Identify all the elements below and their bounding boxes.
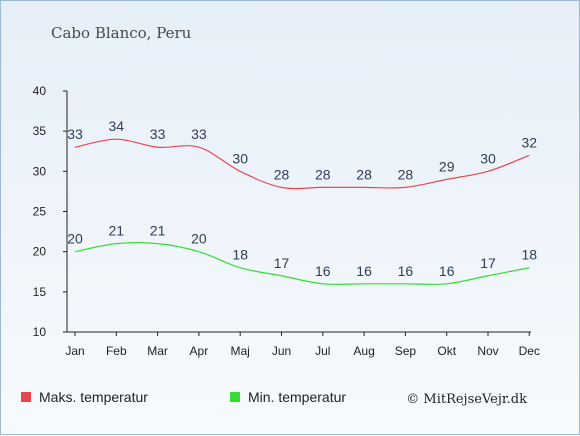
y-tick-label: 35 bbox=[33, 124, 47, 138]
series-group bbox=[74, 138, 530, 285]
data-label-max: 28 bbox=[398, 166, 414, 182]
data-label-min: 18 bbox=[232, 247, 248, 263]
data-label-min: 21 bbox=[150, 223, 166, 239]
data-label-min: 20 bbox=[67, 231, 83, 247]
data-label-max: 30 bbox=[480, 150, 496, 166]
data-label-max: 34 bbox=[109, 118, 125, 134]
x-tick-label: Aug bbox=[353, 344, 374, 358]
x-tick-label: Dec bbox=[519, 344, 540, 358]
axes: 10 15 20 25 30 35 40 Jan Feb Mar Apr Maj Jun Jul Aug Se… bbox=[33, 84, 540, 358]
legend-swatch-min bbox=[230, 392, 240, 402]
legend-label-min: Min. temperatur bbox=[248, 389, 346, 405]
data-label-max: 32 bbox=[522, 134, 538, 150]
x-tick-label: Apr bbox=[190, 344, 209, 358]
data-label-max: 28 bbox=[315, 166, 331, 182]
y-tick-label: 40 bbox=[33, 84, 47, 98]
data-label-max: 28 bbox=[356, 166, 372, 182]
y-tick-label: 25 bbox=[33, 205, 47, 219]
y-tick-label: 10 bbox=[33, 325, 47, 339]
data-label-max: 28 bbox=[274, 166, 290, 182]
series-line-max bbox=[74, 138, 530, 190]
chart-title: Cabo Blanco, Peru bbox=[51, 24, 192, 42]
x-tick-label: Jun bbox=[272, 344, 291, 358]
data-label-min: 16 bbox=[356, 263, 372, 279]
x-tick-label: Sep bbox=[395, 344, 417, 358]
y-tick-label: 15 bbox=[33, 285, 47, 299]
series-line-min bbox=[74, 242, 530, 285]
x-tick-label: Nov bbox=[477, 344, 498, 358]
x-tick-label: Mar bbox=[147, 344, 168, 358]
x-tick-label: Maj bbox=[231, 344, 250, 358]
data-label-min: 16 bbox=[398, 263, 414, 279]
data-label-max: 29 bbox=[439, 158, 455, 174]
data-label-max: 33 bbox=[191, 126, 207, 142]
y-tick-label: 30 bbox=[33, 164, 47, 178]
legend-label-max: Maks. temperatur bbox=[39, 389, 148, 405]
x-tick-label: Feb bbox=[106, 344, 127, 358]
data-label-max: 30 bbox=[232, 150, 248, 166]
data-label-min: 20 bbox=[191, 231, 207, 247]
data-label-min: 16 bbox=[439, 263, 455, 279]
legend-swatch-max bbox=[21, 392, 31, 402]
data-label-min: 17 bbox=[480, 255, 496, 271]
data-label-max: 33 bbox=[150, 126, 166, 142]
data-label-min: 18 bbox=[522, 247, 538, 263]
data-label-min: 17 bbox=[274, 255, 290, 271]
data-label-min: 21 bbox=[109, 223, 125, 239]
x-tick-label: Jan bbox=[65, 344, 84, 358]
x-tick-label: Okt bbox=[437, 344, 456, 358]
x-tick-label: Jul bbox=[315, 344, 330, 358]
legend: Maks. temperatur Min. temperatur bbox=[21, 389, 346, 405]
data-labels: 33 34 33 33 30 28 28 28 28 29 30 32 20 21 21 20 18 17 16 16… bbox=[67, 118, 537, 279]
credit-text: © MitRejseVejr.dk bbox=[406, 392, 527, 407]
y-tick-label: 20 bbox=[33, 245, 47, 259]
data-label-min: 16 bbox=[315, 263, 331, 279]
data-label-max: 33 bbox=[67, 126, 83, 142]
